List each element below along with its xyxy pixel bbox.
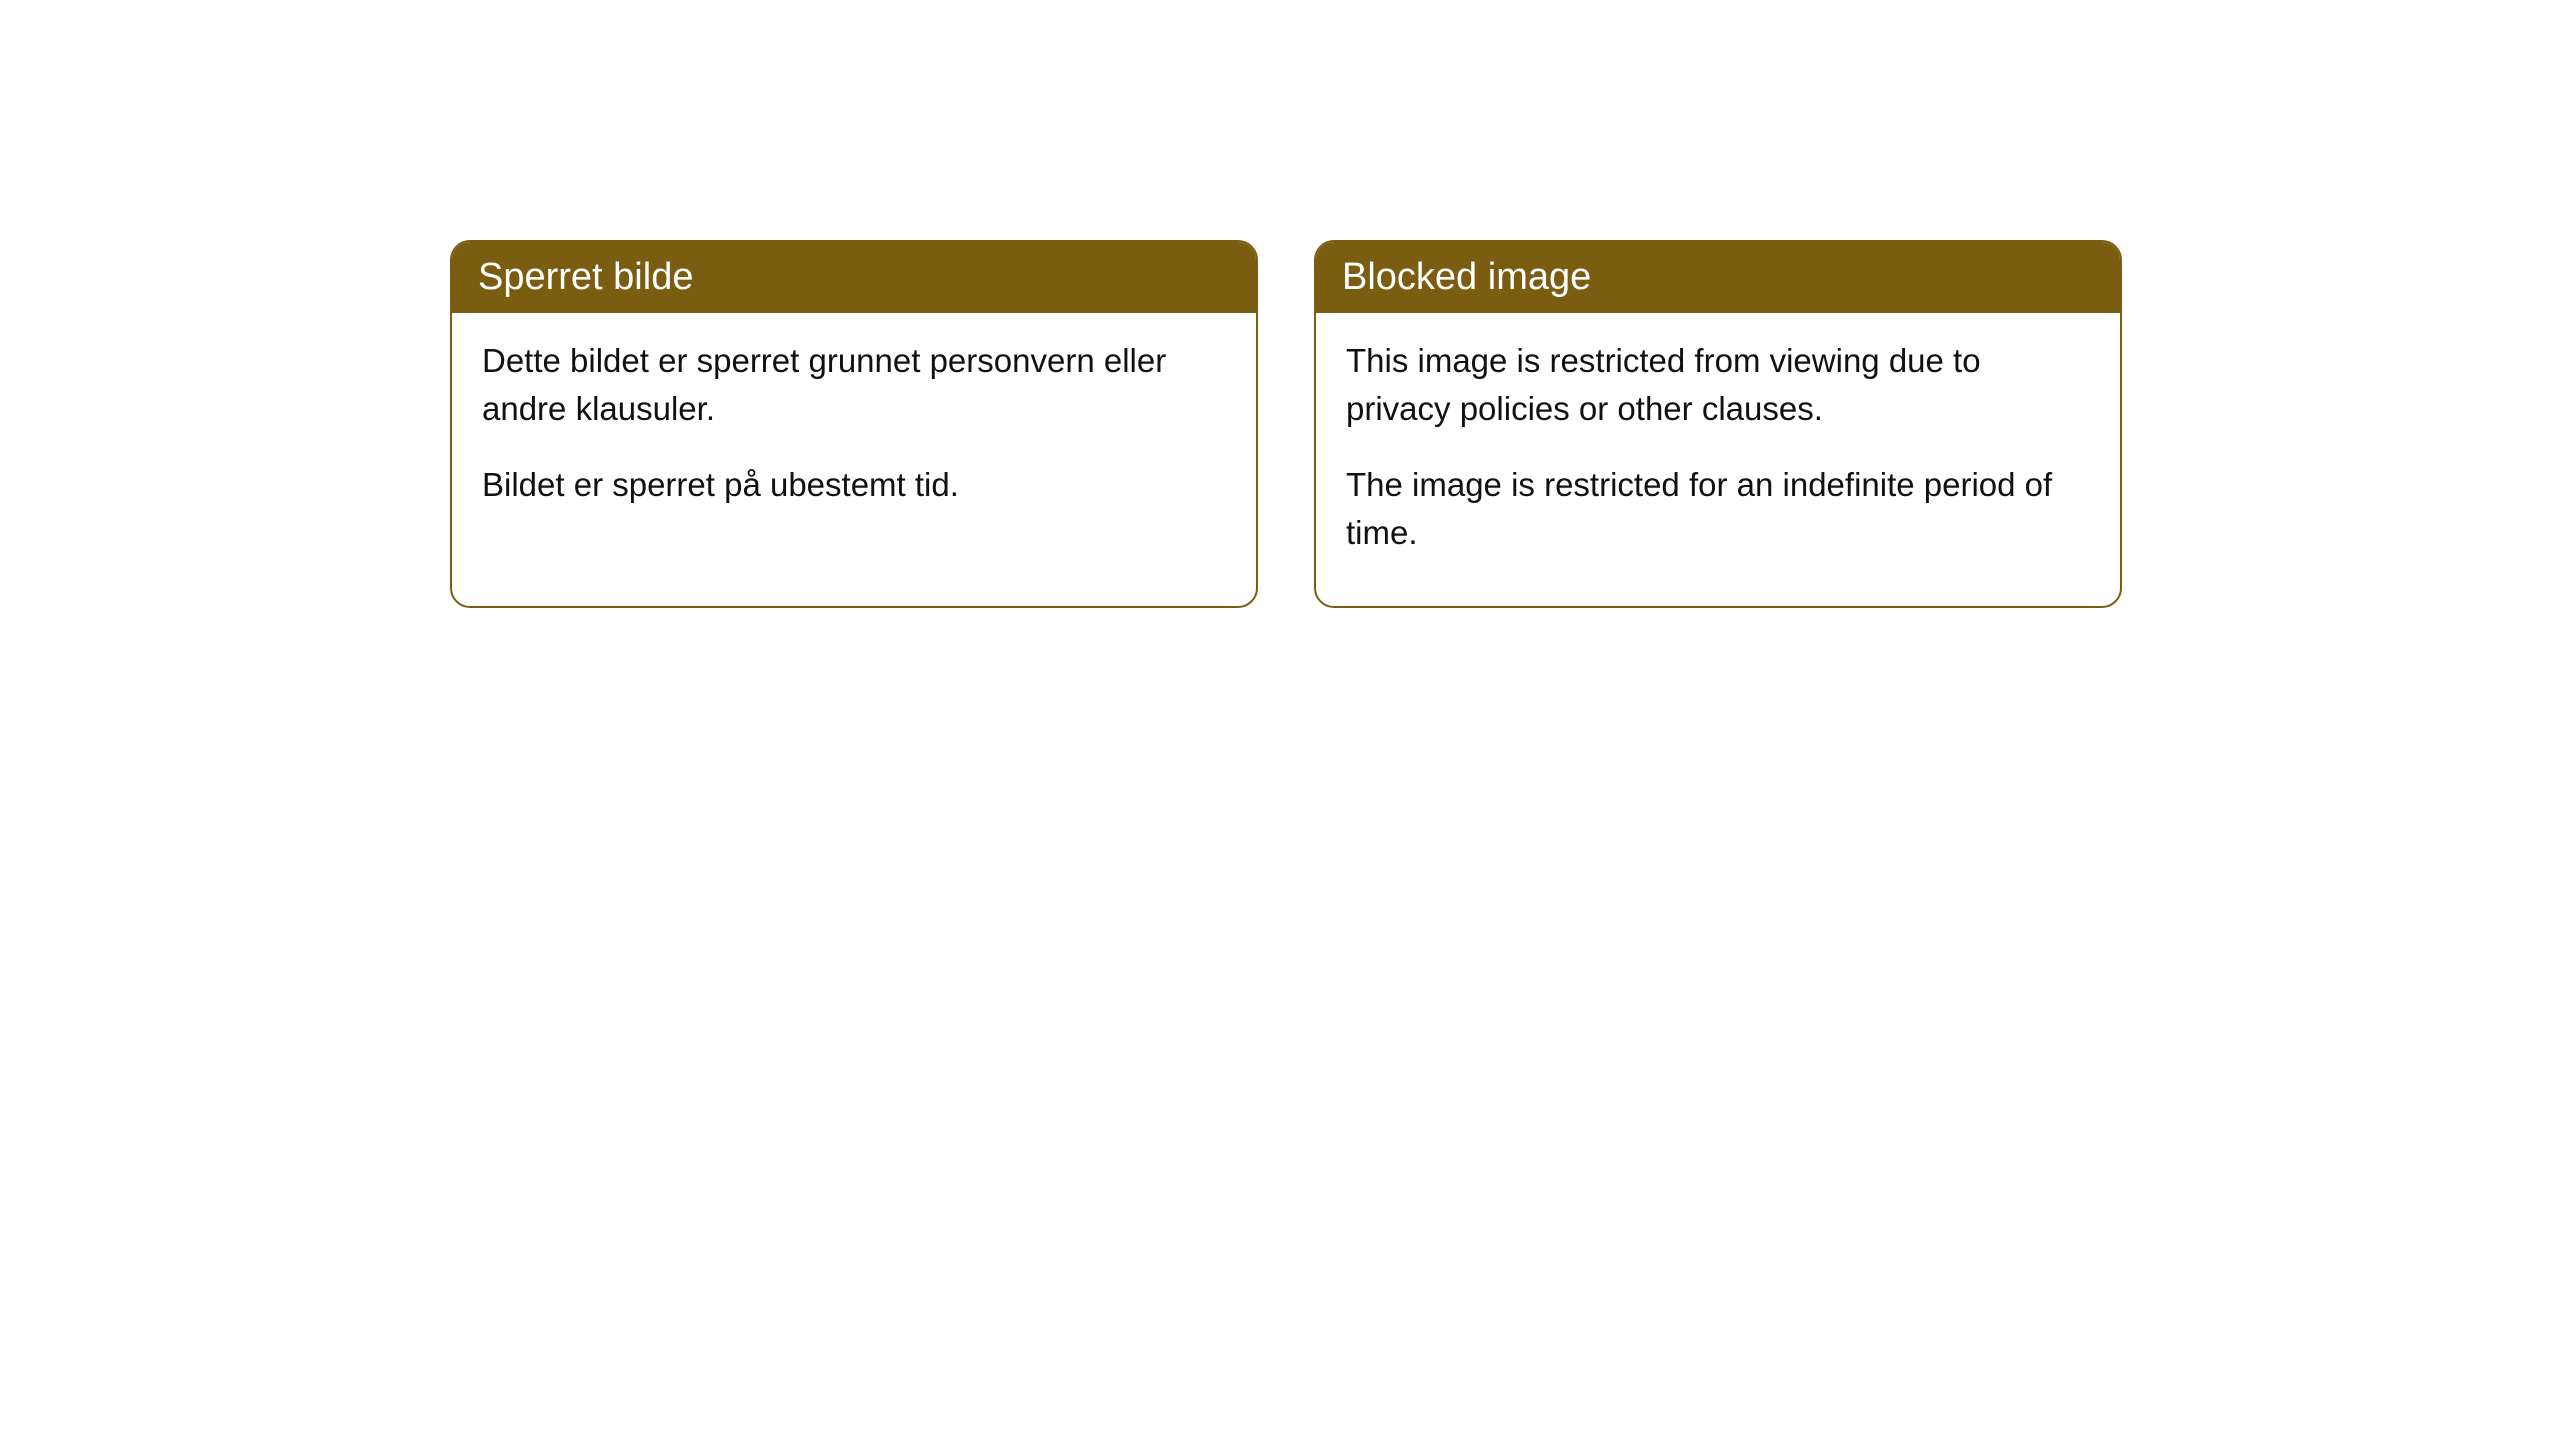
card-paragraph-2: Bildet er sperret på ubestemt tid. [482, 461, 1226, 509]
card-english: Blocked image This image is restricted f… [1314, 240, 2122, 608]
card-body-english: This image is restricted from viewing du… [1316, 313, 2120, 606]
card-title: Blocked image [1342, 256, 1591, 298]
card-norwegian: Sperret bilde Dette bildet er sperret gr… [450, 240, 1258, 608]
cards-container: Sperret bilde Dette bildet er sperret gr… [450, 240, 2122, 608]
card-paragraph-1: This image is restricted from viewing du… [1346, 337, 2090, 433]
card-body-norwegian: Dette bildet er sperret grunnet personve… [452, 313, 1256, 559]
card-paragraph-2: The image is restricted for an indefinit… [1346, 461, 2090, 557]
card-header-norwegian: Sperret bilde [452, 242, 1256, 313]
card-paragraph-1: Dette bildet er sperret grunnet personve… [482, 337, 1226, 433]
card-header-english: Blocked image [1316, 242, 2120, 313]
card-title: Sperret bilde [478, 256, 693, 298]
